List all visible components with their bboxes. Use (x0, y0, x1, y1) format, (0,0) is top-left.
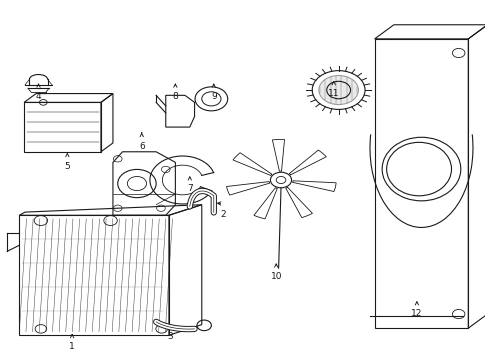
Text: 2: 2 (220, 210, 226, 219)
Text: 10: 10 (270, 272, 282, 281)
Text: 12: 12 (411, 309, 422, 318)
Text: 5: 5 (65, 162, 70, 171)
Text: 9: 9 (211, 92, 217, 101)
Text: 11: 11 (328, 89, 340, 98)
Circle shape (319, 76, 359, 105)
Text: 7: 7 (187, 184, 193, 193)
Text: 4: 4 (36, 92, 41, 101)
Text: 1: 1 (69, 342, 75, 351)
Text: 3: 3 (168, 332, 173, 341)
Text: 8: 8 (172, 92, 178, 101)
Text: 6: 6 (139, 142, 145, 151)
